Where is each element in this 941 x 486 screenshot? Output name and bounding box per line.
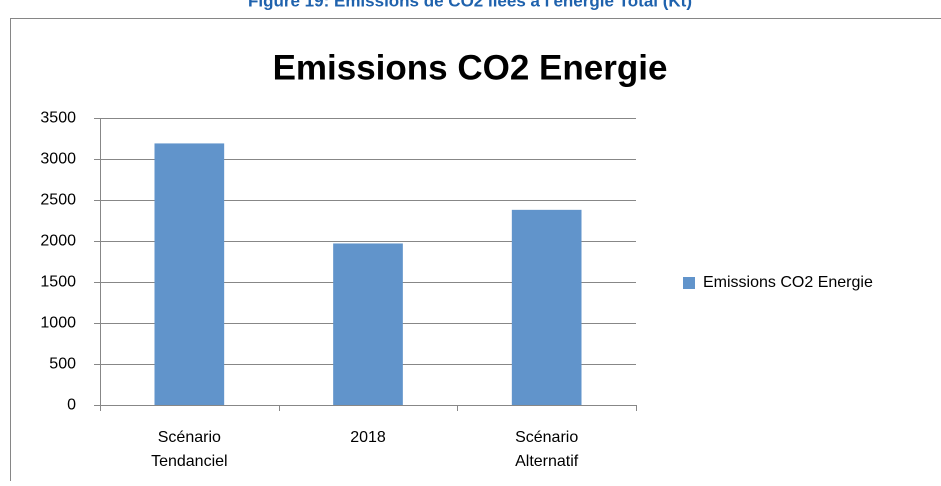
y-tick-label: 0 <box>67 397 76 414</box>
y-tick-label: 3500 <box>40 110 76 127</box>
bar <box>512 210 582 405</box>
y-tick-label: 500 <box>49 356 76 373</box>
y-tick-label: 2000 <box>40 233 76 250</box>
figure-caption: Figure 19: Emissions de CO2 liées à l'én… <box>248 0 692 10</box>
y-tick-label: 1000 <box>40 315 76 332</box>
bar <box>333 243 403 405</box>
chart-title: Emissions CO2 Energie <box>273 48 668 87</box>
y-tick-label: 2500 <box>40 192 76 209</box>
y-tick-label: 3000 <box>40 151 76 168</box>
legend-label: Emissions CO2 Energie <box>703 274 873 291</box>
bar <box>154 143 224 405</box>
chart-border <box>11 19 941 482</box>
legend-swatch <box>683 277 695 289</box>
y-tick-label: 1500 <box>40 274 76 291</box>
x-tick-label: 2018 <box>350 429 386 446</box>
